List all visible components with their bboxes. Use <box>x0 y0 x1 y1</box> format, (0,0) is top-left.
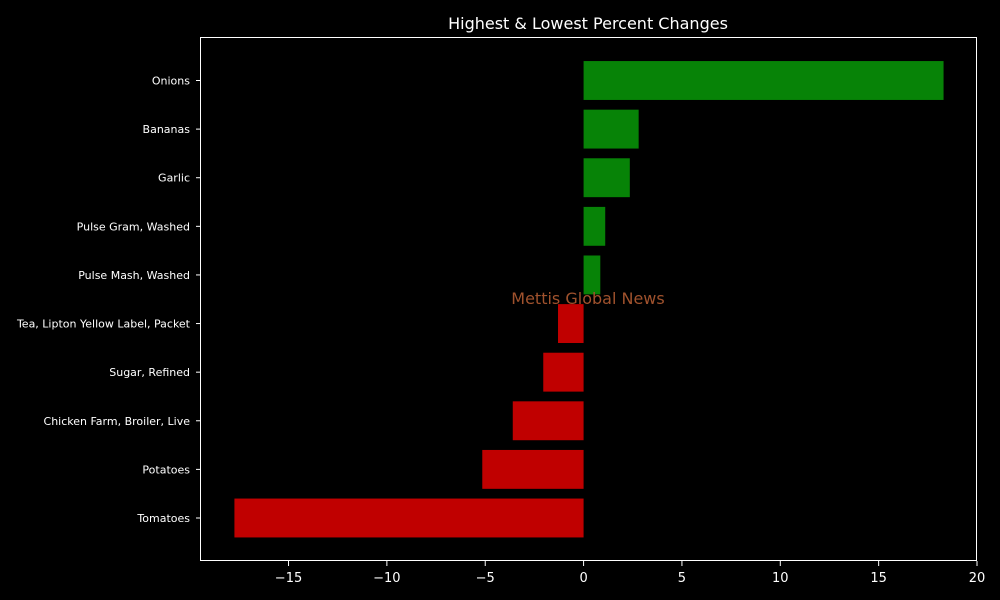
x-axis-ticks: −15 −10 −5 0 5 10 15 20 <box>275 561 985 586</box>
bar <box>583 61 944 100</box>
plot-frame <box>200 37 977 561</box>
category-label: Pulse Mash, Washed <box>78 269 190 282</box>
bar <box>558 304 584 343</box>
x-tick-label: 5 <box>678 571 686 586</box>
category-labels: Onions Bananas Garlic Pulse Gram, Washed Pul… <box>16 75 200 525</box>
category-label: Onions <box>152 75 190 88</box>
x-tick-label: 10 <box>772 571 789 586</box>
x-tick-label: −15 <box>275 571 302 586</box>
x-tick-label: 15 <box>870 571 887 586</box>
bars-group <box>234 61 944 538</box>
category-label: Pulse Gram, Washed <box>77 220 190 233</box>
bar <box>583 255 601 295</box>
watermark: Mettis Global News <box>511 289 664 308</box>
bar <box>482 449 584 489</box>
category-label: Garlic <box>158 172 190 185</box>
x-tick-label: 20 <box>969 571 986 586</box>
x-tick-label: −5 <box>476 571 495 586</box>
bar <box>583 158 630 198</box>
bar <box>583 109 639 149</box>
bar <box>512 401 584 441</box>
category-label: Tea, Lipton Yellow Label, Packet <box>16 318 191 331</box>
category-label: Potatoes <box>142 463 190 476</box>
category-label: Sugar, Refined <box>109 366 190 379</box>
bar <box>583 206 606 246</box>
bar <box>234 498 584 538</box>
x-tick-label: 0 <box>579 571 587 586</box>
x-tick-label: −10 <box>373 571 400 586</box>
category-label: Bananas <box>143 123 191 136</box>
category-label: Chicken Farm, Broiler, Live <box>44 415 191 428</box>
chart-title: Highest & Lowest Percent Changes <box>448 14 728 33</box>
category-label: Tomatoes <box>136 512 190 525</box>
bar <box>543 352 584 392</box>
